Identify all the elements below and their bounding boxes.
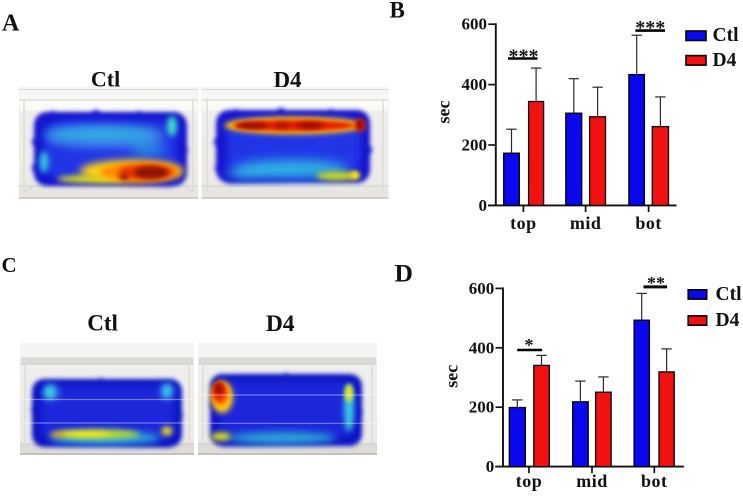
svg-text:D: D xyxy=(395,259,413,288)
svg-text:***: *** xyxy=(635,17,665,39)
svg-text:D4: D4 xyxy=(716,310,740,331)
svg-text:0: 0 xyxy=(479,196,488,215)
svg-text:Ctl: Ctl xyxy=(716,284,743,305)
svg-text:C: C xyxy=(2,253,17,277)
svg-text:0: 0 xyxy=(486,457,495,476)
svg-text:**: ** xyxy=(647,273,665,293)
svg-text:bot: bot xyxy=(635,213,662,233)
svg-text:200: 200 xyxy=(462,136,488,155)
svg-text:sec: sec xyxy=(434,100,454,123)
svg-text:400: 400 xyxy=(469,338,495,357)
svg-text:Ctl: Ctl xyxy=(87,310,118,335)
svg-text:sec: sec xyxy=(442,365,462,388)
svg-text:D4: D4 xyxy=(713,50,737,71)
svg-text:top: top xyxy=(516,471,543,491)
svg-text:D4: D4 xyxy=(266,311,295,337)
svg-text:600: 600 xyxy=(462,15,488,34)
svg-text:400: 400 xyxy=(462,75,488,94)
svg-text:Ctl: Ctl xyxy=(713,25,740,46)
svg-text:mid: mid xyxy=(570,213,602,233)
svg-text:200: 200 xyxy=(469,398,495,417)
svg-text:mid: mid xyxy=(576,471,608,491)
svg-text:bot: bot xyxy=(641,471,668,491)
svg-text:600: 600 xyxy=(469,279,495,298)
svg-text:***: *** xyxy=(509,46,539,68)
svg-text:*: * xyxy=(525,335,534,355)
svg-text:top: top xyxy=(510,213,537,233)
svg-text:A: A xyxy=(2,11,20,37)
svg-text:B: B xyxy=(390,0,405,23)
